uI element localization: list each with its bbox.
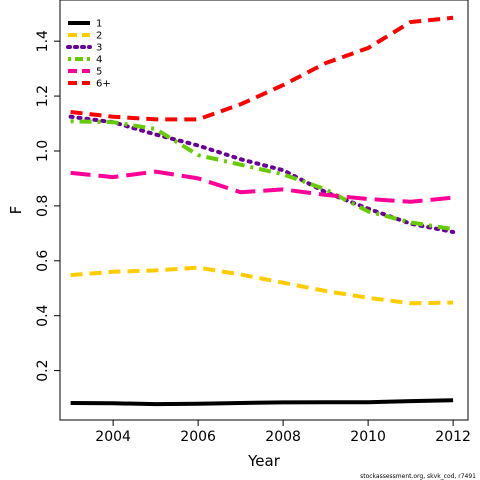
legend-label-4: 5 bbox=[96, 67, 102, 78]
x-tick-label-4: 2012 bbox=[435, 429, 471, 445]
legend-label-0: 1 bbox=[96, 19, 102, 30]
y-tick-label-4: 1.0 bbox=[35, 140, 51, 162]
series-line-1 bbox=[70, 265, 454, 306]
series-line-3 bbox=[70, 119, 454, 232]
y-tick-label-6: 1.4 bbox=[35, 30, 51, 52]
x-axis-title: Year bbox=[247, 452, 281, 470]
x-tick-label-0: 2004 bbox=[95, 429, 131, 445]
caption: stockassessment.org, skvk_cod, r7491 bbox=[360, 473, 476, 480]
legend-label-1: 2 bbox=[96, 31, 102, 42]
x-tick-label-3: 2010 bbox=[350, 429, 386, 445]
y-axis: 0.2 0.4 0.6 0.8 1.0 1.2 1.4 bbox=[35, 30, 60, 382]
legend-label-2: 3 bbox=[96, 43, 102, 54]
y-tick-label-1: 0.4 bbox=[35, 304, 51, 326]
y-tick-label-5: 1.2 bbox=[35, 85, 51, 107]
y-tick-label-2: 0.6 bbox=[35, 250, 51, 272]
y-axis-title: F bbox=[7, 206, 25, 215]
x-axis: 2004 2006 2008 2010 2012 bbox=[95, 420, 471, 445]
y-tick-label-3: 0.8 bbox=[35, 195, 51, 217]
series-line-5 bbox=[70, 15, 454, 122]
x-tick-label-1: 2006 bbox=[180, 429, 216, 445]
y-tick-label-0: 0.2 bbox=[35, 359, 51, 381]
plot-frame bbox=[59, 0, 469, 421]
legend-label-3: 4 bbox=[96, 55, 102, 66]
series-line-0 bbox=[70, 398, 454, 407]
x-tick-label-2: 2008 bbox=[265, 429, 301, 445]
series-line-4 bbox=[70, 169, 454, 204]
series-layer bbox=[68, 15, 456, 407]
legend-label-5: 6+ bbox=[96, 79, 111, 90]
